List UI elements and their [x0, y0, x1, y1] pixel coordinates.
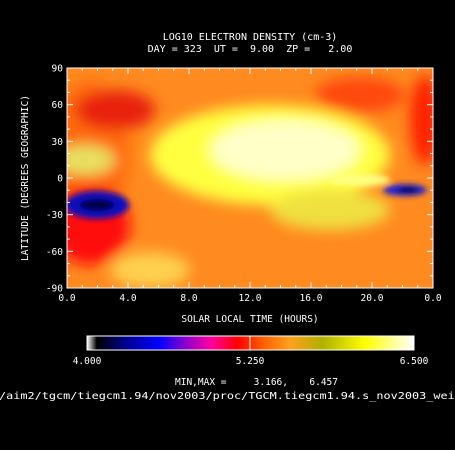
x-tick-label: 4.0 [119, 293, 136, 304]
x-tick-label: 8.0 [180, 293, 197, 304]
y-ticks: 90 60 30 0 -30 -60 -90 [46, 64, 433, 295]
evening-yellow-arc [330, 174, 390, 186]
dayside-core [210, 120, 360, 180]
heatmap-field [67, 68, 433, 288]
southern-polar [110, 252, 190, 288]
max-value: 6.457 [309, 377, 338, 388]
x-tick-label: 0.0 [58, 293, 75, 304]
x-axis-label: SOLAR LOCAL TIME (HOURS) [181, 314, 318, 325]
y-tick-label: -60 [46, 247, 63, 258]
dayside-tail-south [270, 190, 390, 230]
southern-depletion-core [79, 199, 115, 211]
colorbar-max-label: 6.500 [400, 356, 429, 367]
chart-subtitle: DAY = 323 UT = 9.00 ZP = 2.00 [148, 44, 353, 55]
y-tick-label: 60 [52, 100, 64, 111]
x-tick-label: 20.0 [361, 293, 384, 304]
colorbar-min-label: 4.000 [73, 356, 102, 367]
northern-winter-minimum [75, 90, 155, 130]
y-tick-label: 30 [52, 137, 64, 148]
x-tick-label: 0.0 [424, 293, 441, 304]
x-ticks: 0.0 4.0 8.0 12.0 16.0 20.0 0.0 [58, 68, 442, 304]
y-axis-label: LATITUDE (DEGREES GEOGRAPHIC) [20, 95, 31, 261]
y-tick-label: -90 [46, 284, 63, 295]
y-tick-label: 90 [52, 64, 64, 75]
chart-title: LOG10 ELECTRON DENSITY (cm-3) [163, 32, 338, 43]
y-tick-label: 0 [57, 174, 63, 185]
y-tick-label: -30 [46, 210, 63, 221]
min-value: 3.166, [254, 377, 288, 388]
northern-red-band-2 [315, 77, 405, 113]
x-tick-label: 12.0 [239, 293, 262, 304]
x-tick-label: 16.0 [300, 293, 323, 304]
colorbar-mid-label: 5.250 [236, 356, 265, 367]
evening-depletion-core [398, 187, 418, 193]
minmax-label: MIN,MAX = [175, 377, 227, 388]
file-path: /aim2/tgcm/tiegcm1.94/nov2003/proc/TGCM.… [0, 391, 455, 402]
morning-yellow [67, 145, 115, 175]
northern-edge [410, 75, 433, 165]
